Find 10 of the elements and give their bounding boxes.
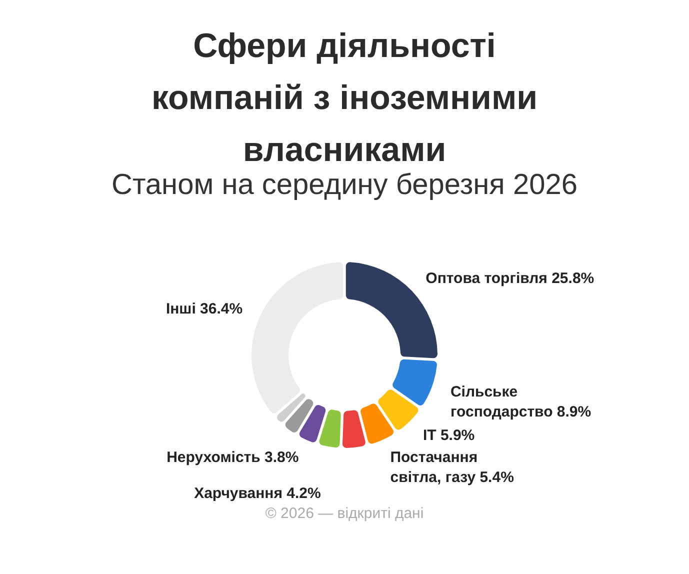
slice-label: Постачання світла, газу 5.4% — [390, 449, 514, 486]
text: © 2026 — відкриті дані — [264, 505, 425, 522]
slice-label: Інші 36.4% — [166, 300, 243, 318]
slice-label: Харчування 4.2% — [194, 484, 321, 502]
slice-label: IT 5.9% — [422, 426, 475, 444]
chart-title: Сфери діяльності компаній з іноземними власниками — [151, 27, 538, 169]
slice-label: Оптова торгівля 25.8% — [426, 270, 594, 287]
slice-label: Нерухомість 3.8% — [166, 449, 299, 466]
chart-subtitle: Станом на середину березня 2026 — [112, 169, 578, 201]
slice-label: Сільське господарство 8.9% — [450, 383, 592, 420]
